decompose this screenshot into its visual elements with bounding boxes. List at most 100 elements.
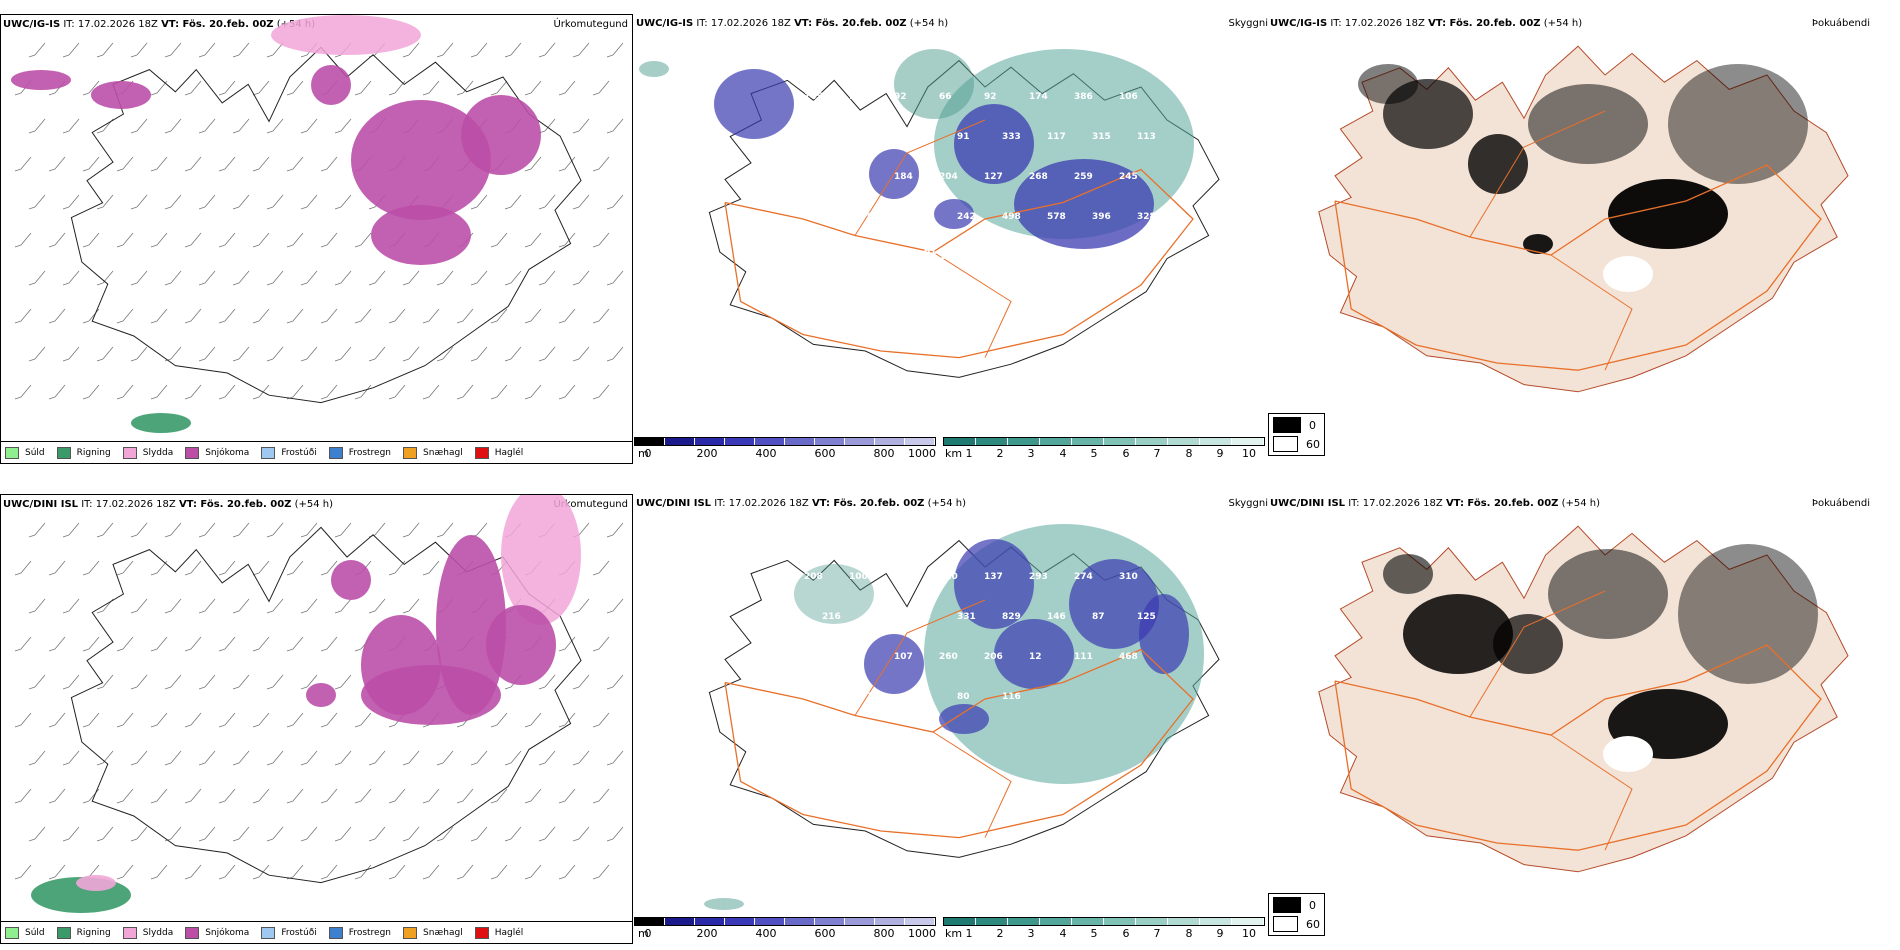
wind-barb — [150, 156, 168, 172]
precip-areas — [31, 495, 581, 913]
panel-header: UWC/DINI ISL IT: 17.02.2026 18Z VT: Fös.… — [636, 498, 967, 509]
scale-tick: 7 — [1153, 927, 1161, 940]
legend-item: Snjókoma — [185, 446, 249, 459]
wind-barb — [218, 636, 236, 652]
wind-barb — [592, 232, 610, 248]
wind-barb — [606, 598, 624, 614]
cloud-base-label: 93 — [822, 692, 835, 702]
wind-barb — [286, 80, 304, 96]
wind-barb — [558, 712, 576, 728]
wind-barb — [96, 42, 114, 58]
wind-barb — [436, 42, 454, 58]
wind-barb — [28, 598, 46, 614]
wind-barb — [150, 384, 168, 400]
wind-barb — [422, 788, 440, 804]
wind-barb — [490, 308, 508, 324]
rain-area — [131, 413, 191, 433]
wind-barb — [300, 522, 318, 538]
wind-barb — [592, 864, 610, 880]
scale-tick: 7 — [1153, 447, 1161, 460]
wind-barb — [592, 636, 610, 652]
wind-barb — [184, 788, 202, 804]
precip-map — [14, 495, 624, 913]
wind-barb — [184, 156, 202, 172]
cloud-base-label: 216 — [822, 612, 841, 622]
wind-barb — [300, 346, 318, 362]
visibility-scale: km 1 2 3 4 5 6 7 8 9 10 — [943, 917, 1265, 940]
wind-barb — [62, 42, 80, 58]
wind-barb — [14, 712, 32, 728]
wind-barb — [558, 384, 576, 400]
wind-barb — [422, 560, 440, 576]
wind-barb — [184, 384, 202, 400]
wind-barb — [572, 598, 590, 614]
wind-barb — [266, 750, 284, 766]
cloud-base-label: 606 — [867, 612, 886, 622]
wind-barb — [116, 864, 134, 880]
visibility-areas — [639, 49, 1194, 249]
wind-barb — [164, 598, 182, 614]
wind-barb — [334, 598, 352, 614]
fog-legend-item: 0 — [1273, 897, 1320, 913]
wind-barb — [62, 270, 80, 286]
wind-barb — [198, 270, 216, 286]
wind-barb — [354, 232, 372, 248]
scale-tick: 800 — [873, 447, 895, 460]
fog-area — [1608, 179, 1728, 249]
cloud-base-label: 87 — [1092, 612, 1105, 622]
wind-barb — [300, 118, 318, 134]
cloud-base-label: 260 — [939, 652, 958, 662]
wind-barb — [538, 826, 556, 842]
wind-barb — [252, 636, 270, 652]
wind-barb — [150, 712, 168, 728]
wind-barb — [402, 346, 420, 362]
cloud-base-label: 315 — [1092, 132, 1111, 142]
cloud-base-area — [954, 104, 1034, 184]
wind-barb — [558, 80, 576, 96]
wind-barb — [504, 750, 522, 766]
wind-barb — [28, 674, 46, 690]
cloud-base-label: 106 — [1119, 92, 1138, 102]
wind-barb — [96, 346, 114, 362]
wind-barb — [96, 194, 114, 210]
cloud-base-label: 125 — [1137, 612, 1156, 622]
cloud-base-label: 116 — [1002, 692, 1021, 702]
wind-barb — [572, 194, 590, 210]
cloud-base-label: 103 — [894, 252, 913, 262]
legend-item: Snæhagl — [403, 926, 463, 939]
visibility-label: 82 — [744, 247, 757, 257]
cloud-base-label: 216 — [849, 172, 868, 182]
cloud-base-area — [1069, 559, 1159, 649]
wind-barb — [490, 712, 508, 728]
wind-barb — [524, 864, 542, 880]
fog-panel-bottom: UWC/DINI ISL IT: 17.02.2026 18Z VT: Fös.… — [1268, 494, 1900, 944]
wind-barb — [470, 826, 488, 842]
wind-barb — [388, 384, 406, 400]
cloud-base-label: 80 — [957, 692, 970, 702]
wind-barb — [48, 156, 66, 172]
wind-barb — [524, 788, 542, 804]
wind-barb — [266, 42, 284, 58]
wind-barb — [184, 308, 202, 324]
wind-barb — [232, 522, 250, 538]
wind-barb — [592, 712, 610, 728]
wind-barb — [130, 42, 148, 58]
precip-areas — [11, 15, 541, 433]
wind-barb — [62, 522, 80, 538]
cloud-base-label: 242 — [957, 212, 976, 222]
wind-barb — [164, 750, 182, 766]
wind-barb — [456, 864, 474, 880]
cloud-base-label: 109 — [867, 692, 886, 702]
cloud-base-label: 100 — [849, 572, 868, 582]
legend-item: Haglél — [474, 446, 523, 459]
wind-barb — [82, 80, 100, 96]
wind-barb — [62, 118, 80, 134]
wind-barb — [116, 308, 134, 324]
wind-barb — [524, 80, 542, 96]
road-network — [724, 599, 1194, 839]
wind-barb — [48, 308, 66, 324]
scale-tick: 6 — [1122, 447, 1130, 460]
wind-barb — [82, 232, 100, 248]
wind-barb — [252, 80, 270, 96]
wind-barb — [606, 750, 624, 766]
